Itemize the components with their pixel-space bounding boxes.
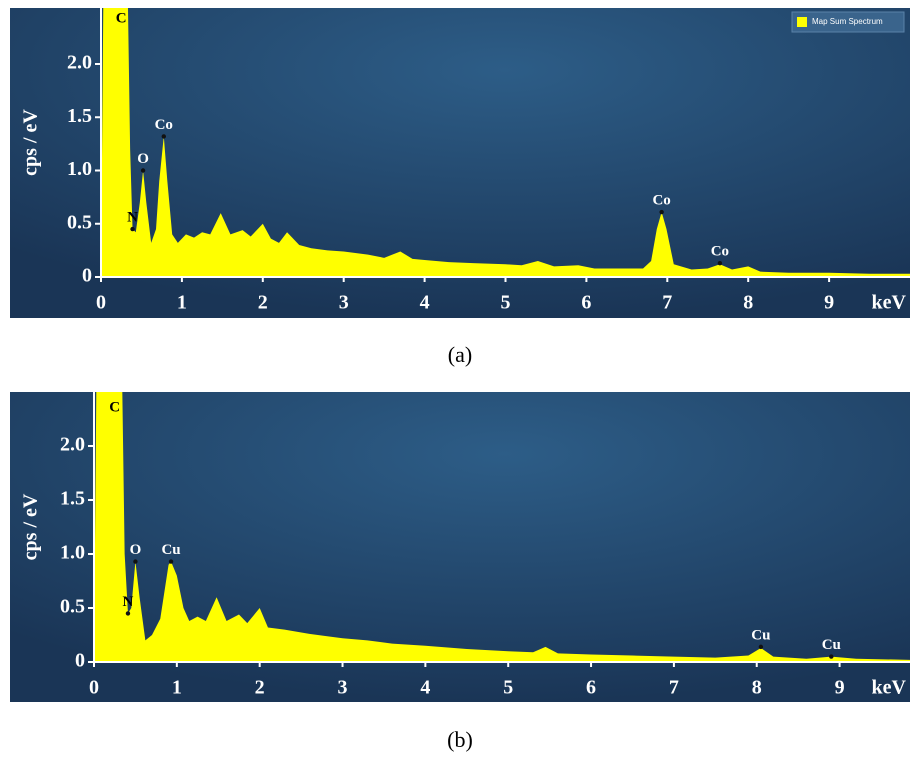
y-tick-label: 1.5 (67, 105, 92, 127)
peak-marker (829, 654, 834, 659)
legend-box (791, 11, 905, 33)
caption: (b) (447, 727, 473, 752)
x-tick-label: 0 (89, 677, 99, 699)
peak-label: O (137, 151, 149, 167)
x-tick-label: 2 (255, 677, 265, 699)
peak-label: Co (155, 117, 173, 133)
x-tick-label: 4 (420, 677, 430, 699)
x-tick-label: 4 (420, 292, 430, 314)
y-axis-label: cps / eV (20, 493, 42, 560)
y-axis-label: cps / eV (20, 109, 42, 176)
peak-label: N (123, 594, 134, 610)
x-tick-label: 7 (662, 292, 672, 314)
peak-marker (161, 134, 166, 139)
x-tick-label: 2 (258, 292, 268, 314)
spectrum-area (94, 392, 910, 662)
peak-marker (130, 226, 135, 232)
peak-marker (168, 559, 174, 564)
x-tick-label: 9 (824, 292, 834, 314)
y-tick-label: 0 (75, 650, 85, 672)
y-tick-label: 2.0 (60, 434, 85, 456)
peak-label: Cu (161, 542, 180, 558)
y-tick-label: 1.0 (67, 158, 92, 180)
y-tick-label: 1.0 (60, 542, 85, 564)
x-tick-label: 5 (501, 292, 511, 314)
peak-label: Co (711, 244, 729, 260)
x-tick-label: 8 (743, 292, 753, 314)
x-tick-label: 7 (669, 677, 679, 699)
x-tick-label: 8 (752, 677, 762, 699)
x-tick-label: 1 (177, 292, 187, 314)
annotation: C (109, 400, 120, 416)
y-tick-label: 2.0 (67, 52, 92, 74)
x-tick-label: 3 (338, 677, 348, 699)
peak-marker (140, 168, 146, 173)
y-tick-label: 0.5 (60, 596, 85, 618)
x-axis-label: keV (872, 292, 907, 314)
peak-label: Co (652, 192, 670, 208)
peak-marker (659, 209, 664, 215)
peak-label: Cu (751, 627, 770, 643)
legend-swatch (797, 17, 807, 27)
x-tick-label: 0 (96, 292, 106, 314)
x-tick-label: 6 (586, 677, 596, 699)
spectrum-area (101, 8, 910, 277)
x-tick-label: 1 (172, 677, 182, 699)
legend-label: Map Sum Spectrum (812, 17, 883, 26)
x-tick-label: 6 (581, 292, 591, 314)
peak-label: N (127, 210, 138, 226)
annotation: C (116, 11, 127, 27)
peak-marker (758, 644, 764, 650)
caption: (a) (448, 342, 472, 367)
peak-label: O (130, 542, 142, 558)
peak-marker (717, 260, 723, 266)
peak-marker (133, 559, 138, 564)
x-tick-label: 9 (835, 677, 845, 699)
y-tick-label: 1.5 (60, 488, 85, 510)
peak-marker (125, 611, 131, 616)
y-tick-label: 0 (82, 265, 92, 287)
y-tick-label: 0.5 (67, 211, 92, 233)
peak-label: Cu (822, 637, 841, 653)
x-axis-label: keV (872, 677, 907, 699)
x-tick-label: 3 (339, 292, 349, 314)
x-tick-label: 5 (503, 677, 513, 699)
